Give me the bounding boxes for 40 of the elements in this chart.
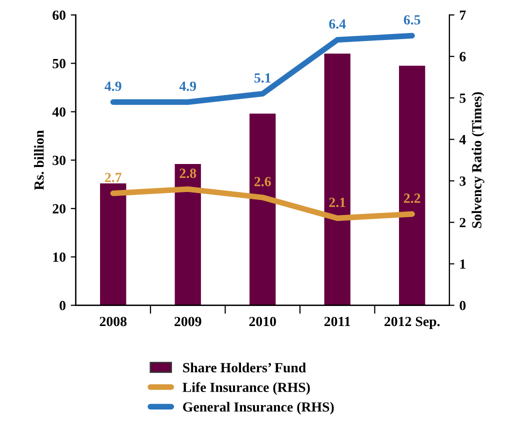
data-label: 5.1: [254, 73, 271, 83]
data-label: 6.4: [329, 19, 346, 29]
y2-tick-label: 1: [460, 259, 466, 269]
y2-tick-label: 7: [460, 10, 466, 20]
x-tick-label: 2010: [249, 316, 276, 326]
legend-label: Share Holders’ Fund: [183, 362, 306, 372]
data-label: 2.7: [105, 172, 122, 182]
y-tick-label: 30: [52, 156, 66, 166]
y-tick-label: 20: [52, 204, 66, 214]
y-axis-title: Rs. billion: [34, 130, 44, 190]
y2-tick-label: 5: [460, 94, 466, 103]
data-label: 4.9: [104, 82, 122, 91]
y-tick-label: 60: [52, 10, 66, 20]
data-label: 2.1: [329, 198, 346, 208]
y2-tick-label: 0: [460, 300, 466, 310]
y2-tick-label: 3: [460, 176, 466, 186]
bar: [100, 183, 126, 306]
data-label: 4.9: [179, 82, 196, 91]
bar: [250, 114, 276, 306]
data-label: 2.6: [254, 176, 271, 186]
y-tick-label: 10: [53, 252, 66, 262]
y2-tick-label: 6: [460, 52, 466, 62]
y2-tick-label: 4: [459, 135, 466, 144]
y2-tick-label: 2: [460, 218, 466, 228]
x-tick-label: 2009: [174, 316, 202, 326]
legend-label: General Insurance (RHS): [183, 402, 334, 414]
x-tick-label: 2008: [100, 316, 127, 326]
data-label: 2.2: [404, 194, 420, 203]
legend-label: Life Insurance (RHS): [182, 382, 310, 395]
y-tick-label: 50: [52, 58, 66, 68]
data-label: 2.8: [180, 168, 196, 178]
y-tick-label: 40: [52, 107, 66, 117]
bar: [174, 164, 201, 306]
bar: [399, 66, 426, 306]
x-tick-label: 2011: [324, 316, 350, 326]
y-tick-label: 0: [60, 300, 66, 310]
bar: [324, 54, 350, 306]
data-label: 6.5: [404, 15, 420, 25]
y2-axis-title: Solvency Ratio (Times): [472, 92, 484, 228]
x-tick-label: 2012 Sep.: [384, 316, 440, 330]
